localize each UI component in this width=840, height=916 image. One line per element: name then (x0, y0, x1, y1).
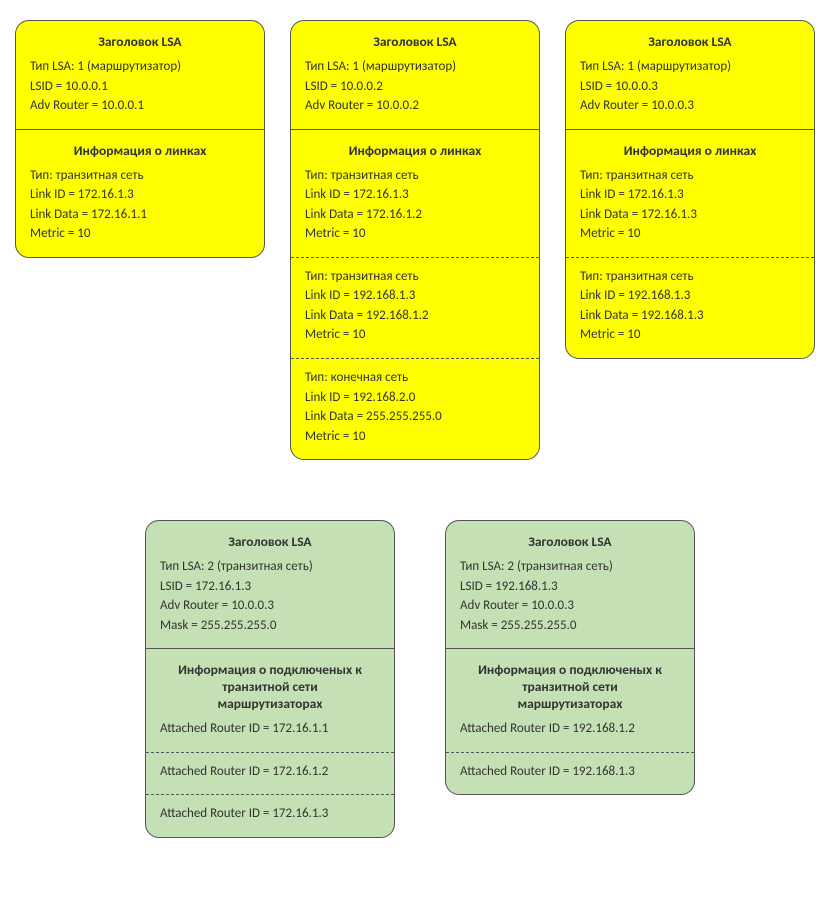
links-section: Тип: транзитная сеть Link ID = 192.168.1… (291, 257, 539, 358)
links-section: Информация о линках Тип: транзитная сеть… (566, 129, 814, 257)
lsa-header-line: Тип LSA: 1 (маршрутизатор) (30, 58, 250, 76)
routers-title-line: маршрутизаторах (218, 695, 323, 712)
lsa-card-router-3: Заголовок LSA Тип LSA: 1 (маршрутизатор)… (565, 20, 815, 359)
link-line: Link ID = 172.16.1.3 (305, 186, 525, 204)
bottom-row: Заголовок LSA Тип LSA: 2 (транзитная сет… (15, 520, 825, 838)
links-title: Информация о линках (580, 142, 800, 159)
link-line: Тип: транзитная сеть (30, 167, 250, 185)
lsa-header-title: Заголовок LSA (305, 33, 525, 50)
lsa-header-line: LSID = 192.168.1.3 (460, 578, 680, 596)
link-line: Тип: транзитная сеть (580, 167, 800, 185)
lsa-header-line: Adv Router = 10.0.0.3 (160, 597, 380, 615)
lsa-header-line: Тип LSA: 1 (маршрутизатор) (580, 58, 800, 76)
link-line: Metric = 10 (30, 225, 250, 243)
lsa-header-title: Заголовок LSA (580, 33, 800, 50)
lsa-header-section: Заголовок LSA Тип LSA: 1 (маршрутизатор)… (291, 21, 539, 129)
routers-section: Attached Router ID = 192.168.1.3 (446, 752, 694, 795)
links-section: Информация о линках Тип: транзитная сеть… (291, 129, 539, 257)
links-section: Тип: конечная сеть Link ID = 192.168.2.0… (291, 358, 539, 459)
routers-title-line: маршрутизаторах (518, 695, 623, 712)
lsa-header-line: Тип LSA: 2 (транзитная сеть) (160, 558, 380, 576)
link-line: Link Data = 255.255.255.0 (305, 408, 525, 426)
link-line: Тип: транзитная сеть (305, 268, 525, 286)
routers-section: Attached Router ID = 172.16.1.2 (146, 752, 394, 795)
links-section: Тип: транзитная сеть Link ID = 192.168.1… (566, 257, 814, 358)
router-line: Attached Router ID = 172.16.1.3 (160, 805, 380, 823)
lsa-card-network-2: Заголовок LSA Тип LSA: 2 (транзитная сет… (445, 520, 695, 795)
lsa-header-line: LSID = 10.0.0.3 (580, 78, 800, 96)
router-line: Attached Router ID = 172.16.1.2 (160, 763, 380, 781)
lsa-header-line: Тип LSA: 1 (маршрутизатор) (305, 58, 525, 76)
link-line: Link Data = 172.16.1.3 (580, 206, 800, 224)
link-line: Link ID = 192.168.2.0 (305, 389, 525, 407)
router-line: Attached Router ID = 192.168.1.3 (460, 763, 680, 781)
link-line: Link Data = 172.16.1.1 (30, 206, 250, 224)
link-line: Link ID = 192.168.1.3 (305, 287, 525, 305)
lsa-header-line: Adv Router = 10.0.0.1 (30, 97, 250, 115)
links-title: Информация о линках (305, 142, 525, 159)
lsa-card-network-1: Заголовок LSA Тип LSA: 2 (транзитная сет… (145, 520, 395, 838)
lsa-header-title: Заголовок LSA (160, 533, 380, 550)
links-title: Информация о линках (30, 142, 250, 159)
link-line: Link ID = 192.168.1.3 (580, 287, 800, 305)
link-line: Metric = 10 (305, 326, 525, 344)
lsa-header-line: Тип LSA: 2 (транзитная сеть) (460, 558, 680, 576)
link-line: Link Data = 192.168.1.3 (580, 307, 800, 325)
lsa-card-router-1: Заголовок LSA Тип LSA: 1 (маршрутизатор)… (15, 20, 265, 258)
link-line: Metric = 10 (305, 428, 525, 446)
lsa-header-line: Adv Router = 10.0.0.2 (305, 97, 525, 115)
link-line: Metric = 10 (580, 225, 800, 243)
lsa-header-section: Заголовок LSA Тип LSA: 1 (маршрутизатор)… (566, 21, 814, 129)
lsa-header-line: Adv Router = 10.0.0.3 (460, 597, 680, 615)
lsa-header-line: Mask = 255.255.255.0 (160, 617, 380, 635)
lsa-header-section: Заголовок LSA Тип LSA: 1 (маршрутизатор)… (16, 21, 264, 129)
link-line: Тип: транзитная сеть (305, 167, 525, 185)
routers-title: Информация о подключеных к транзитной се… (460, 661, 680, 712)
link-line: Link ID = 172.16.1.3 (30, 186, 250, 204)
routers-title-line: транзитной сети (222, 678, 317, 695)
top-row: Заголовок LSA Тип LSA: 1 (маршрутизатор)… (15, 20, 825, 460)
routers-title: Информация о подключеных к транзитной се… (160, 661, 380, 712)
lsa-header-line: LSID = 172.16.1.3 (160, 578, 380, 596)
routers-title-line: Информация о подключеных к (478, 661, 662, 678)
lsa-header-title: Заголовок LSA (30, 33, 250, 50)
link-line: Link ID = 172.16.1.3 (580, 186, 800, 204)
lsa-header-line: Adv Router = 10.0.0.3 (580, 97, 800, 115)
links-section: Информация о линках Тип: транзитная сеть… (16, 129, 264, 257)
link-line: Link Data = 192.168.1.2 (305, 307, 525, 325)
routers-title-line: Информация о подключеных к (178, 661, 362, 678)
lsa-header-title: Заголовок LSA (460, 533, 680, 550)
link-line: Тип: конечная сеть (305, 369, 525, 387)
router-line: Attached Router ID = 192.168.1.2 (460, 720, 680, 738)
routers-section: Attached Router ID = 172.16.1.3 (146, 794, 394, 837)
router-line: Attached Router ID = 172.16.1.1 (160, 720, 380, 738)
routers-section: Информация о подключеных к транзитной се… (146, 648, 394, 752)
routers-section: Информация о подключеных к транзитной се… (446, 648, 694, 752)
lsa-header-section: Заголовок LSA Тип LSA: 2 (транзитная сет… (146, 521, 394, 648)
lsa-header-line: Mask = 255.255.255.0 (460, 617, 680, 635)
lsa-card-router-2: Заголовок LSA Тип LSA: 1 (маршрутизатор)… (290, 20, 540, 460)
link-line: Metric = 10 (305, 225, 525, 243)
lsa-header-line: LSID = 10.0.0.2 (305, 78, 525, 96)
routers-title-line: транзитной сети (522, 678, 617, 695)
lsa-header-line: LSID = 10.0.0.1 (30, 78, 250, 96)
link-line: Link Data = 172.16.1.2 (305, 206, 525, 224)
link-line: Metric = 10 (580, 326, 800, 344)
lsa-header-section: Заголовок LSA Тип LSA: 2 (транзитная сет… (446, 521, 694, 648)
link-line: Тип: транзитная сеть (580, 268, 800, 286)
